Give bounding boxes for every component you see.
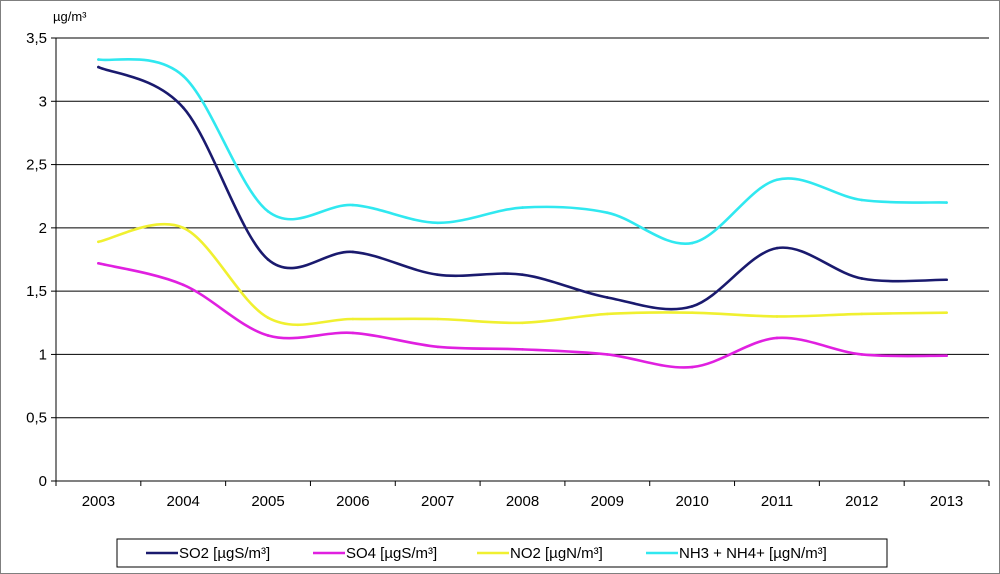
- data-point: [351, 203, 355, 207]
- data-point: [521, 273, 524, 276]
- data-point: [606, 211, 609, 214]
- legend-label: NH3 + NH4+ [µgN/m³]: [679, 545, 827, 562]
- data-point: [181, 283, 185, 287]
- x-tick-label: 2012: [845, 493, 878, 510]
- data-point: [775, 178, 779, 182]
- x-tick-label: 2003: [82, 493, 115, 510]
- data-point: [690, 305, 694, 308]
- legend-label: NO2 [µgN/m³]: [510, 545, 603, 562]
- data-point: [606, 312, 609, 316]
- y-tick-label: 0: [39, 473, 47, 490]
- data-point: [266, 316, 270, 320]
- y-axis-tick-labels: 0 0,5 1 1,5 2 2,5 3 3,5: [26, 30, 47, 490]
- data-point: [181, 106, 185, 109]
- axes: [51, 37, 990, 486]
- data-point: [436, 345, 439, 349]
- y-tick-label: 3,5: [26, 30, 47, 47]
- data-point: [945, 201, 948, 204]
- grid-lines: [56, 37, 989, 419]
- y-tick-label: 1,5: [26, 283, 47, 300]
- data-point: [606, 353, 609, 356]
- data-point: [945, 311, 948, 314]
- data-point: [181, 226, 185, 230]
- data-point: [97, 65, 100, 69]
- legend-label: SO4 [µgS/m³]: [346, 545, 437, 562]
- x-tick-label: 2005: [251, 493, 284, 510]
- data-point: [860, 198, 864, 202]
- x-tick-label: 2007: [421, 493, 454, 510]
- y-axis-unit-label: µg/m³: [53, 9, 87, 24]
- y-tick-label: 2,5: [26, 157, 47, 174]
- data-point: [351, 317, 355, 321]
- data-point: [436, 317, 439, 321]
- series-line-3: [97, 57, 948, 245]
- x-axis-tick-labels: 2003 2004 2005 2006 2007 2008 2009 2010 2011 2012…: [82, 493, 964, 510]
- data-point: [606, 296, 609, 299]
- data-point: [521, 206, 524, 209]
- legend: SO2 [µgS/m³] SO4 [µgS/m³] NO2 [µgN/m³] NH3 …: [116, 538, 888, 568]
- x-tick-label: 2013: [930, 493, 963, 510]
- data-point: [351, 331, 355, 335]
- data-point: [690, 365, 694, 369]
- data-point: [266, 334, 270, 337]
- data-point: [775, 246, 779, 250]
- data-point: [775, 336, 779, 340]
- y-tick-label: 0,5: [26, 410, 47, 427]
- data-point: [521, 321, 524, 325]
- data-point: [945, 278, 948, 282]
- y-tick-label: 2: [39, 220, 47, 237]
- data-point: [436, 273, 439, 276]
- y-tick-label: 1: [39, 346, 47, 363]
- data-point: [690, 241, 694, 245]
- data-point: [521, 348, 524, 351]
- data-point: [97, 240, 100, 244]
- data-point: [266, 210, 270, 213]
- x-tick-label: 2010: [675, 493, 708, 510]
- x-tick-label: 2008: [506, 493, 539, 510]
- x-tick-label: 2006: [336, 493, 369, 510]
- data-point: [97, 261, 100, 265]
- legend-label: SO2 [µgS/m³]: [179, 545, 270, 562]
- data-point: [266, 258, 270, 261]
- data-point: [351, 250, 355, 254]
- data-point: [436, 221, 439, 225]
- series-line-0: [97, 65, 948, 311]
- data-point: [860, 277, 864, 280]
- x-tick-label: 2009: [591, 493, 624, 510]
- data-point: [860, 312, 864, 316]
- x-tick-label: 2011: [761, 493, 793, 510]
- x-tick-label: 2004: [167, 493, 200, 510]
- data-point: [945, 354, 948, 357]
- y-tick-label: 3: [39, 93, 47, 110]
- data-point: [181, 74, 185, 78]
- data-point: [690, 311, 694, 314]
- data-point: [97, 58, 100, 61]
- data-series: [97, 57, 948, 369]
- data-point: [775, 315, 779, 318]
- data-point: [860, 353, 864, 356]
